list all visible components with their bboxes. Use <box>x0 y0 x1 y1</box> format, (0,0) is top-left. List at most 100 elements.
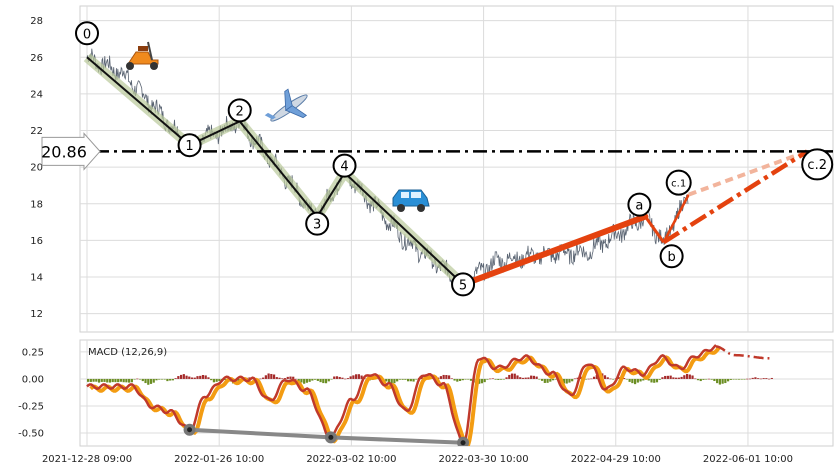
macd-histogram-bar <box>207 377 210 379</box>
macd-histogram-bar <box>748 378 752 380</box>
macd-histogram-bar <box>497 378 500 380</box>
macd-histogram-bar <box>352 375 355 379</box>
wave-b-line <box>644 215 665 244</box>
macd-histogram-bar <box>639 378 642 382</box>
macd-histogram-bar <box>303 378 306 384</box>
macd-histogram-bar <box>672 377 675 379</box>
macd-histogram-bar <box>201 375 205 379</box>
macd-histogram-bar <box>628 378 631 382</box>
macd-histogram-bar <box>163 378 166 380</box>
macd-histogram-bar <box>617 377 620 379</box>
wave-2-label: 2 <box>236 104 244 119</box>
macd-histogram-bar <box>664 375 667 379</box>
macd-histogram-bar <box>141 378 144 382</box>
wave-c2-marker <box>801 148 834 181</box>
macd-histogram-bar <box>248 377 251 379</box>
macd-histogram-bar <box>510 373 514 379</box>
macd-histogram-bar <box>464 378 467 380</box>
macd-projection-line <box>715 345 770 360</box>
macd-histogram-bar <box>726 378 730 382</box>
macd-histogram-bar <box>538 378 541 380</box>
macd-histogram-bar <box>223 378 226 381</box>
macd-histogram-bar <box>136 378 139 380</box>
macd-histogram-bar <box>341 377 344 379</box>
macd-histogram-bar <box>300 378 303 383</box>
macd-histogram-bar <box>655 378 659 383</box>
wave-5-label: 5 <box>459 278 467 293</box>
car-wheel-left <box>397 204 405 212</box>
macd-histogram-bar <box>92 378 95 382</box>
macd-histogram-bar <box>768 378 771 380</box>
scooter-handle <box>147 41 153 61</box>
macd-histogram-bar <box>210 378 213 381</box>
macd-histogram-bar <box>385 378 388 382</box>
macd-histogram-bar <box>691 375 694 379</box>
macd-histogram-bar <box>311 378 314 381</box>
macd-histogram-bar <box>344 378 347 380</box>
macd-histogram-bar <box>396 378 399 382</box>
macd-histogram-bar <box>699 378 702 382</box>
macd-histogram-bar <box>751 377 754 379</box>
macd-histogram-bar <box>149 378 153 384</box>
macd-histogram-bar <box>456 378 459 382</box>
wave-c1-marker <box>665 169 692 196</box>
macd-histogram-bar <box>185 375 188 379</box>
macd-histogram-bar <box>532 375 535 379</box>
wave-4-label: 4 <box>340 160 348 175</box>
macd-histogram-bar <box>188 376 191 379</box>
wave-2-marker <box>227 98 252 123</box>
scooter-icon <box>126 41 159 70</box>
macd-histogram-bar <box>305 378 308 383</box>
macd-histogram-bar <box>587 378 590 380</box>
wave-3-marker <box>305 211 330 236</box>
macd-histogram-bar <box>499 378 503 380</box>
macd-histogram-bar <box>179 374 183 379</box>
macd-histogram-bar <box>117 378 120 383</box>
macd-histogram-bar <box>409 378 412 382</box>
macd-histogram-bar <box>568 378 571 383</box>
macd-histogram-bar <box>158 378 161 380</box>
macd-histogram-bar <box>319 378 322 383</box>
macd-histogram-bar <box>612 378 615 380</box>
macd-histogram-bar <box>633 378 637 385</box>
car-icon <box>392 189 430 212</box>
macd-histogram-bar <box>398 378 401 380</box>
macd-histogram-bar <box>759 378 763 380</box>
macd-histogram-bar <box>707 378 711 380</box>
x-tick-label: 2022-06-01 10:00 <box>703 454 793 465</box>
macd-histogram-bar <box>762 378 765 379</box>
wave-a-line <box>460 213 649 288</box>
macd-histogram-bar <box>357 374 360 379</box>
scooter-wheel-front <box>150 62 158 70</box>
macd-histogram-bar <box>95 378 98 382</box>
macd-histogram-bar <box>754 377 757 379</box>
macd-histogram-bar <box>130 378 133 383</box>
macd-histogram-bar <box>404 378 407 380</box>
macd-histogram-bar <box>324 378 328 384</box>
macd-histogram-bar <box>267 373 270 379</box>
macd-histogram-bar <box>740 378 743 380</box>
macd-histogram-bar <box>494 378 497 380</box>
macd-histogram-bar <box>535 376 538 379</box>
macd-histogram-bar <box>554 378 557 380</box>
macd-histogram-bar <box>212 378 216 383</box>
macd-histogram-bar <box>491 378 494 379</box>
macd-histogram-bar <box>576 377 579 379</box>
macd-histogram-bar <box>685 373 689 379</box>
macd-histogram-bar <box>406 378 410 382</box>
macd-histogram-bar <box>442 374 445 379</box>
macd-histogram-bar <box>360 375 363 379</box>
macd-histogram-bar <box>732 378 735 380</box>
macd-title: MACD (12,26,9) <box>88 347 167 358</box>
macd-histogram-bar <box>199 375 202 379</box>
macd-histogram-bar <box>721 378 724 384</box>
macd-histogram-bar <box>335 376 339 379</box>
macd-histogram-bar <box>147 378 150 385</box>
macd-histogram-bar <box>390 378 393 384</box>
macd-histogram-bar <box>650 378 653 383</box>
macd-histogram-bar <box>193 377 196 379</box>
macd-histogram-bar <box>448 375 451 379</box>
x-tick-label: 2022-03-30 10:00 <box>439 454 529 465</box>
